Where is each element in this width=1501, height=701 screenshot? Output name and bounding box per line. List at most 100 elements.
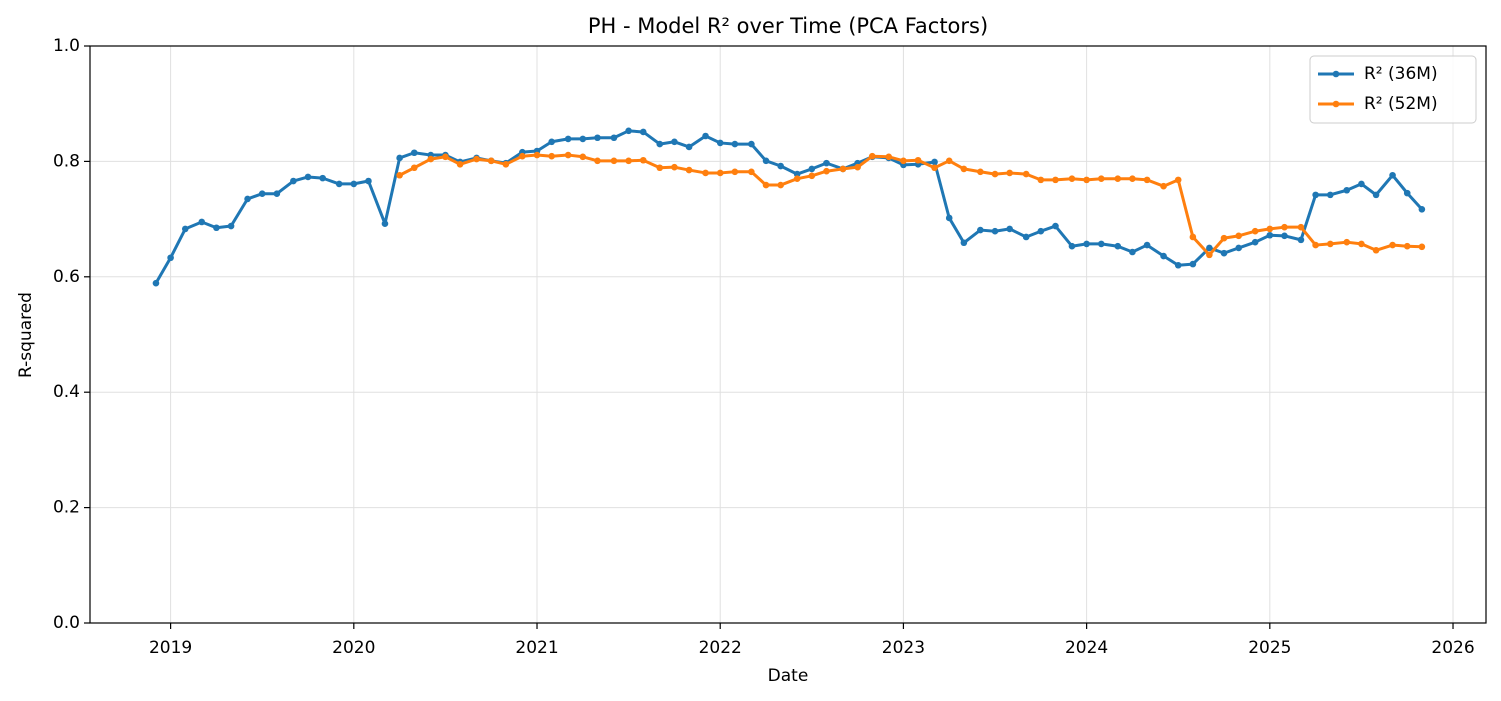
y-tick-label: 1.0 [53, 36, 80, 56]
data-point [564, 135, 572, 143]
data-point [1220, 234, 1228, 242]
data-point [381, 220, 389, 228]
data-point [396, 154, 403, 162]
data-point [304, 173, 312, 181]
data-point [977, 226, 984, 234]
data-point [502, 160, 510, 168]
data-point [1297, 223, 1305, 231]
data-point [410, 149, 418, 157]
data-point [977, 168, 984, 176]
data-point [1418, 205, 1426, 213]
y-tick-label: 0.6 [53, 267, 80, 287]
data-point [213, 224, 220, 232]
legend-marker [1332, 100, 1340, 108]
data-point [1037, 176, 1045, 184]
data-point [473, 155, 480, 163]
data-point [1022, 170, 1030, 178]
data-point [1006, 169, 1013, 177]
data-point [1281, 223, 1288, 231]
data-point [808, 172, 816, 180]
data-point [1326, 240, 1334, 248]
data-point [442, 153, 449, 161]
data-point [1206, 251, 1213, 259]
data-point [1143, 176, 1151, 184]
data-point [579, 153, 587, 161]
data-point [152, 279, 160, 287]
data-point [579, 135, 587, 143]
data-point [1114, 242, 1122, 250]
data-point [914, 156, 922, 164]
data-point [991, 227, 999, 235]
data-point [1129, 175, 1136, 183]
y-tick-label: 0.2 [53, 498, 80, 518]
y-tick-label: 0.0 [53, 613, 80, 633]
data-point [656, 140, 664, 148]
data-point [762, 157, 770, 165]
data-point [702, 169, 709, 177]
data-point [991, 170, 999, 178]
data-point [1235, 232, 1242, 240]
data-point [671, 163, 678, 171]
data-point [610, 157, 618, 165]
data-point [1097, 240, 1105, 248]
data-point [1220, 249, 1228, 257]
data-point [1068, 175, 1076, 183]
data-point [1189, 260, 1197, 268]
data-point [762, 181, 770, 189]
data-point [716, 169, 724, 177]
data-point [1418, 243, 1426, 251]
data-point [960, 239, 968, 247]
legend-label: R² (36M) [1364, 64, 1438, 84]
data-point [900, 157, 907, 165]
y-tick-label: 0.4 [53, 382, 80, 402]
legend-marker [1332, 70, 1340, 78]
data-point [1389, 241, 1396, 249]
data-point [290, 177, 297, 185]
data-point [1052, 222, 1059, 230]
data-point [319, 174, 326, 182]
data-point [1143, 241, 1151, 249]
data-point [1358, 180, 1365, 188]
data-point [823, 167, 830, 175]
data-point [854, 163, 861, 171]
x-tick-label: 2025 [1248, 638, 1291, 658]
data-point [1206, 244, 1213, 252]
x-tick-label: 2021 [515, 638, 558, 658]
data-point [244, 195, 251, 203]
data-point [198, 218, 206, 226]
data-point [167, 254, 174, 262]
data-point [808, 165, 816, 173]
series-line [398, 153, 1422, 257]
data-point [1160, 252, 1167, 260]
data-point [685, 143, 693, 151]
data-point [548, 152, 555, 160]
data-point [1403, 242, 1411, 250]
data-point [1403, 189, 1411, 197]
data-point [1251, 227, 1259, 235]
data-point [350, 180, 358, 188]
data-point [335, 180, 343, 188]
data-point [427, 155, 435, 163]
data-point [1083, 240, 1090, 248]
x-tick-label: 2024 [1065, 638, 1108, 658]
data-point [1174, 176, 1182, 184]
data-point [273, 190, 281, 198]
data-point [396, 171, 403, 179]
data-point [945, 157, 953, 165]
data-point [1189, 233, 1197, 241]
data-point [258, 190, 266, 198]
data-point [227, 222, 235, 230]
data-point [1006, 225, 1013, 233]
data-point [639, 156, 647, 164]
data-point [1358, 240, 1365, 248]
data-point [1114, 175, 1122, 183]
data-point [731, 168, 739, 176]
data-point [716, 139, 724, 147]
data-point [685, 166, 693, 174]
data-point [625, 157, 632, 165]
data-point [777, 181, 784, 189]
data-point [1343, 238, 1351, 246]
chart-title: PH - Model R² over Time (PCA Factors) [588, 14, 988, 38]
data-point [793, 175, 801, 183]
